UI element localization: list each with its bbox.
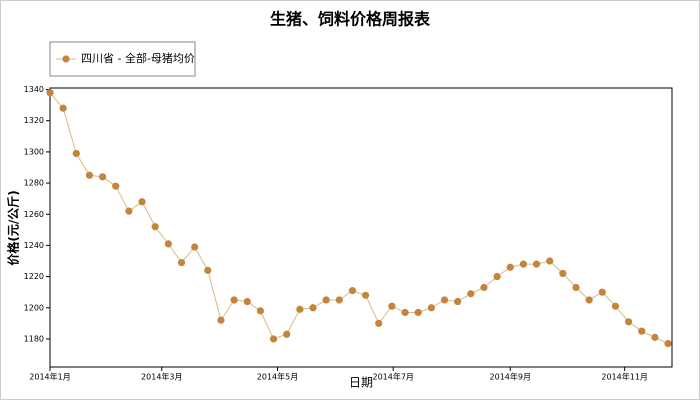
data-point: [375, 319, 383, 327]
data-point: [532, 260, 541, 268]
chart-title: 生猪、饲料价格周报表: [270, 10, 431, 29]
y-axis-label: 价格(元/公斤): [6, 190, 21, 265]
y-tick-label: 1340: [24, 85, 44, 94]
data-point: [559, 269, 567, 278]
data-point: [164, 240, 172, 248]
data-point: [151, 223, 159, 231]
data-point: [625, 318, 633, 326]
data-point: [362, 291, 370, 299]
data-point: [480, 283, 488, 292]
data-point: [611, 302, 620, 310]
y-tick-label: 1260: [24, 210, 44, 219]
y-tick-label: 1200: [24, 303, 44, 312]
legend-label: 四川省 - 全部-母猪均价: [81, 51, 195, 65]
data-point: [309, 304, 317, 312]
data-point: [440, 296, 449, 304]
legend-marker: [62, 55, 70, 63]
data-point: [348, 287, 357, 295]
data-point: [651, 333, 659, 341]
data-point: [388, 302, 396, 310]
data-point: [217, 316, 225, 324]
y-tick-label: 1220: [24, 272, 44, 281]
data-point: [72, 149, 80, 158]
x-tick-label: 2014年7月: [372, 372, 413, 382]
data-point: [177, 258, 186, 267]
data-point: [427, 304, 435, 312]
data-point: [283, 330, 291, 338]
data-point: [454, 297, 462, 306]
data-point: [546, 257, 554, 265]
data-point: [112, 182, 120, 190]
data-point: [269, 335, 278, 343]
data-point: [125, 207, 133, 215]
data-point: [230, 296, 238, 304]
data-point: [598, 288, 606, 296]
data-point: [322, 296, 330, 304]
x-axis-label: 日期: [349, 376, 373, 390]
data-point: [638, 327, 646, 335]
y-tick-label: 1240: [24, 241, 44, 250]
data-point: [296, 305, 304, 313]
data-point: [572, 283, 580, 292]
data-point: [506, 263, 514, 271]
data-point: [664, 340, 672, 348]
x-tick-label: 2014年11月: [601, 372, 648, 382]
x-tick-label: 2014年1月: [29, 372, 70, 382]
data-point: [138, 198, 146, 206]
y-tick-label: 1280: [24, 179, 44, 188]
data-point: [85, 171, 94, 179]
data-point: [243, 297, 251, 306]
data-point: [493, 272, 501, 281]
data-point: [467, 290, 475, 298]
data-point: [414, 308, 422, 317]
data-point: [401, 308, 409, 317]
y-tick-label: 1300: [24, 147, 44, 156]
data-point: [519, 260, 528, 268]
y-tick-label: 1180: [24, 334, 44, 343]
plot-area: [49, 87, 673, 368]
data-point: [99, 173, 107, 181]
x-tick-label: 2014年5月: [257, 372, 298, 382]
data-point: [46, 89, 54, 97]
x-tick-label: 2014年9月: [490, 372, 531, 382]
data-point: [335, 296, 343, 304]
x-tick-label: 2014年3月: [141, 372, 182, 382]
data-point: [191, 243, 199, 251]
data-point: [204, 266, 212, 274]
data-point: [59, 104, 67, 112]
data-point: [585, 296, 593, 304]
y-tick-label: 1320: [24, 116, 44, 125]
data-point: [256, 307, 265, 315]
